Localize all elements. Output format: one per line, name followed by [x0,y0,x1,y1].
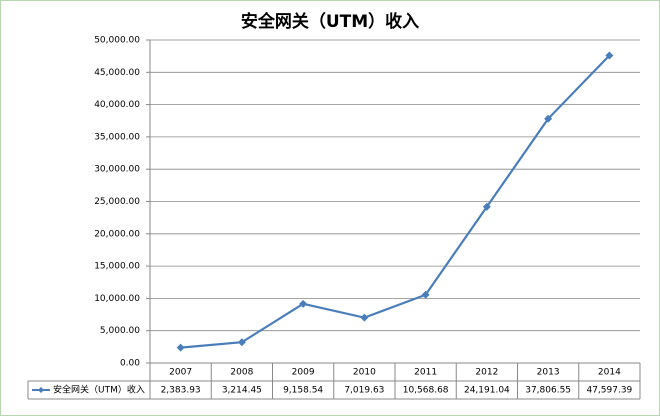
table-value: 24,191.04 [464,386,510,396]
y-tick-label: 0.00 [120,359,140,369]
x-tick-label: 2011 [414,368,437,378]
table-value: 47,597.39 [586,386,632,396]
y-tick-label: 30,000.00 [94,165,140,175]
marker [299,299,308,308]
table-value: 7,019.63 [344,386,384,396]
legend-marker [38,387,44,393]
x-tick-label: 2007 [169,368,192,378]
table-value: 2,383.93 [161,386,201,396]
table-value: 9,158.54 [283,386,323,396]
marker [544,114,553,123]
y-tick-label: 5,000.00 [100,326,140,336]
line-series [180,54,611,349]
y-tick-label: 40,000.00 [94,100,140,110]
legend-label: 安全网关（UTM）收入 [53,384,145,396]
table-value: 10,568.68 [403,386,449,396]
y-tick-label: 35,000.00 [94,132,140,142]
x-tick-label: 2010 [353,368,376,378]
y-tick-label: 15,000.00 [94,262,140,272]
x-tick-label: 2012 [475,368,498,378]
x-tick-label: 2013 [537,368,560,378]
x-tick-label: 2014 [598,368,621,378]
x-tick-label: 2008 [230,368,253,378]
y-tick-label: 10,000.00 [94,294,140,304]
marker [482,202,491,211]
table-value: 3,214.45 [222,386,262,396]
y-tick-label: 50,000.00 [94,36,140,46]
marker [176,343,185,352]
marker [237,338,246,347]
chart-title: 安全网关（UTM）收入 [241,11,419,32]
y-tick-label: 20,000.00 [94,229,140,239]
marker [360,313,369,322]
y-tick-label: 25,000.00 [94,197,140,207]
marker [421,290,430,299]
marker [605,51,614,60]
y-tick-label: 45,000.00 [94,68,140,78]
x-tick-label: 2009 [292,368,315,378]
table-value: 37,806.55 [525,386,571,396]
